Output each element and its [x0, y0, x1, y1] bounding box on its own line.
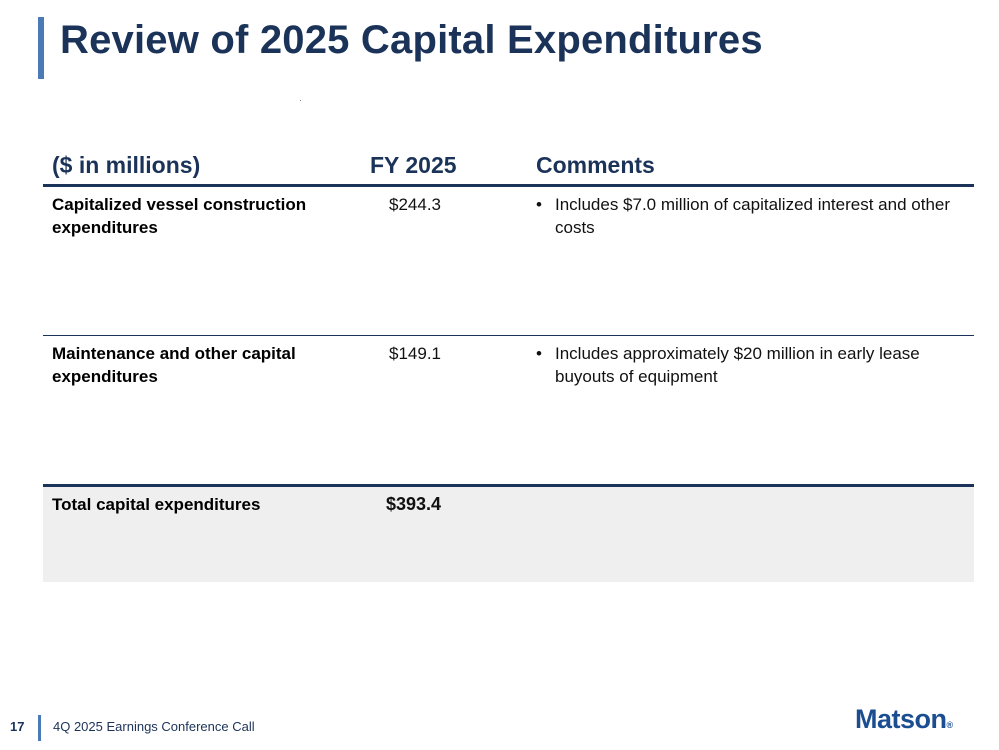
- header-fy: FY 2025: [370, 152, 457, 178]
- capex-table: ($ in millions) FY 2025 Comments Capital…: [43, 150, 974, 582]
- page-number: 17: [10, 719, 25, 734]
- row-value: $244.3: [389, 195, 441, 214]
- bullet-icon: •: [536, 195, 542, 214]
- total-row: Total capital expenditures $393.4: [43, 487, 974, 582]
- total-value: $393.4: [386, 494, 442, 514]
- row-label: Capitalized vessel construction expendit…: [52, 195, 307, 237]
- title-accent-bar: [38, 17, 44, 79]
- row-comment: • Includes approximately $20 million in …: [536, 342, 956, 388]
- row-value: $149.1: [389, 344, 441, 363]
- row-comment: • Includes $7.0 million of capitalized i…: [536, 193, 956, 239]
- table-header: ($ in millions) FY 2025 Comments: [43, 150, 974, 187]
- footer-text: 4Q 2025 Earnings Conference Call: [53, 719, 255, 734]
- comment-text: Includes $7.0 million of capitalized int…: [555, 195, 951, 237]
- table-row: Maintenance and other capital expenditur…: [43, 336, 974, 487]
- matson-logo: Matson®: [855, 704, 953, 735]
- bullet-icon: •: [536, 344, 542, 363]
- logo-text: Matson: [855, 704, 947, 734]
- comment-text: Includes approximately $20 million in ea…: [555, 344, 920, 386]
- page-title: Review of 2025 Capital Expenditures: [60, 18, 763, 62]
- header-comments: Comments: [536, 152, 655, 178]
- total-label: Total capital expenditures: [52, 495, 261, 514]
- row-label: Maintenance and other capital expenditur…: [52, 344, 296, 386]
- logo-registered-mark: ®: [946, 720, 954, 730]
- table-row: Capitalized vessel construction expendit…: [43, 187, 974, 336]
- header-label: ($ in millions): [52, 152, 201, 178]
- footer-accent-bar: [38, 715, 41, 741]
- stray-mark: [300, 100, 301, 101]
